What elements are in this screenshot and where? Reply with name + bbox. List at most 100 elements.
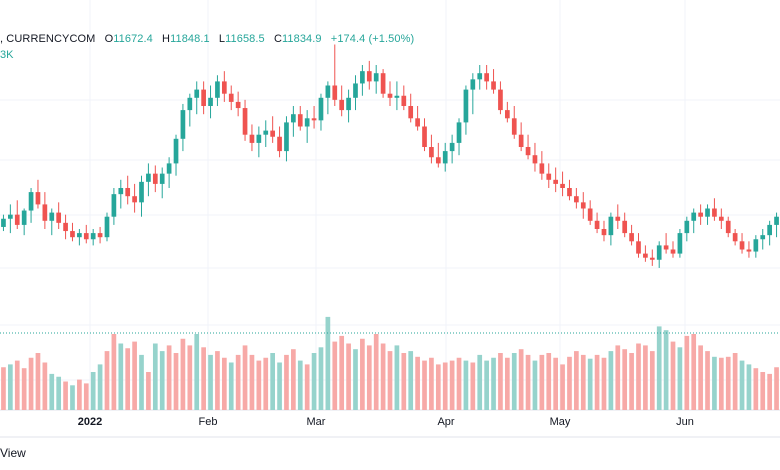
volume-bar — [684, 335, 690, 410]
volume-bar — [291, 349, 296, 410]
candle-body — [739, 241, 745, 250]
candle-body — [574, 196, 579, 203]
x-tick-apr: Apr — [437, 416, 455, 428]
volume-bar — [732, 353, 738, 410]
close-label: C — [273, 33, 282, 45]
candle-body — [435, 157, 441, 164]
volume-bar — [449, 360, 455, 410]
candle-body — [42, 204, 48, 221]
candle-body — [677, 233, 683, 254]
volume-bar — [35, 353, 41, 410]
volume-bar — [1, 367, 6, 410]
candle-body — [311, 118, 317, 121]
candle-body — [504, 110, 510, 119]
candle-body — [442, 151, 448, 164]
high-label: H — [162, 33, 171, 45]
candle-body — [746, 249, 752, 252]
candle-body — [277, 136, 282, 152]
volume-bar — [498, 353, 503, 410]
candle-body — [401, 95, 407, 106]
volume-bar — [235, 354, 241, 410]
candle-body — [187, 97, 193, 111]
volume-bar — [297, 360, 303, 410]
volume-bar — [463, 360, 469, 410]
candle-body — [318, 97, 324, 121]
volume-bar — [21, 368, 27, 410]
volume-bar — [636, 343, 641, 410]
volume-bar — [456, 357, 462, 410]
volume-bar — [353, 349, 358, 410]
volume-bar — [77, 379, 82, 410]
candle-body — [539, 163, 545, 174]
volume-bar — [221, 357, 227, 410]
volume-bar — [228, 362, 234, 410]
candle-body — [463, 89, 469, 123]
volume-bar — [553, 357, 559, 410]
candle-body — [684, 220, 690, 234]
candle-body — [422, 126, 427, 147]
open-value: 11672.4 — [113, 33, 153, 45]
candle-body — [663, 245, 669, 250]
volume-legend: 3K — [0, 49, 14, 61]
candle-body — [263, 130, 269, 135]
volume-bar — [166, 345, 172, 410]
volume-bar — [774, 367, 779, 410]
candle-body — [456, 122, 462, 143]
candle-body — [670, 249, 676, 254]
x-tick-2022: 2022 — [77, 416, 103, 428]
candle-body — [152, 173, 158, 184]
volume-bar — [601, 357, 607, 410]
volume-bar — [284, 354, 289, 410]
candle-body — [339, 99, 345, 111]
candle-body — [718, 216, 724, 221]
volume-bar — [180, 338, 186, 410]
volume-bar — [263, 357, 269, 410]
volume-bar — [594, 354, 600, 410]
candle-body — [567, 188, 572, 197]
volume-bar — [691, 334, 697, 410]
candle-body — [35, 192, 41, 205]
volume-bar — [394, 345, 400, 410]
volume-bar — [491, 357, 496, 410]
volume-bar — [360, 338, 365, 410]
volume-bar — [511, 353, 517, 410]
volume-bar — [767, 373, 772, 410]
candle-body — [304, 118, 310, 127]
volume-bar — [332, 341, 338, 410]
volume-bar — [670, 341, 676, 410]
x-tick-may: May — [549, 416, 571, 428]
candle-body — [470, 79, 476, 90]
candle-body — [449, 142, 455, 152]
volume-bar — [311, 353, 317, 410]
volume-bar — [208, 354, 213, 410]
open-label: O — [104, 33, 114, 45]
x-tick-mar: Mar — [306, 416, 326, 428]
candle-body — [118, 188, 124, 195]
volume-bar — [580, 354, 586, 410]
candle-body — [166, 163, 172, 174]
candle-body — [242, 108, 248, 135]
candle-body — [601, 229, 607, 236]
volume-bar — [546, 353, 552, 410]
volume-bar — [539, 354, 545, 410]
candle-body — [725, 220, 731, 234]
candle-body — [297, 114, 303, 127]
candle-body — [70, 231, 75, 238]
candle-body — [159, 173, 165, 184]
candle-body — [629, 233, 634, 242]
volume-bar — [325, 316, 331, 410]
volume-bar — [532, 360, 538, 410]
candle-body — [77, 233, 82, 238]
volume-bar — [256, 360, 262, 410]
volume-bar — [90, 372, 96, 410]
view-label[interactable]: View — [0, 446, 26, 460]
volume-bar — [470, 362, 476, 410]
volume-bar — [656, 326, 662, 410]
volume-bar — [304, 364, 310, 410]
price-chart[interactable] — [0, 0, 780, 440]
candle-body — [380, 73, 386, 94]
volume-bar — [83, 383, 89, 410]
low-label: L — [218, 33, 226, 45]
candle-body — [691, 212, 697, 221]
volume-bar — [422, 360, 427, 410]
